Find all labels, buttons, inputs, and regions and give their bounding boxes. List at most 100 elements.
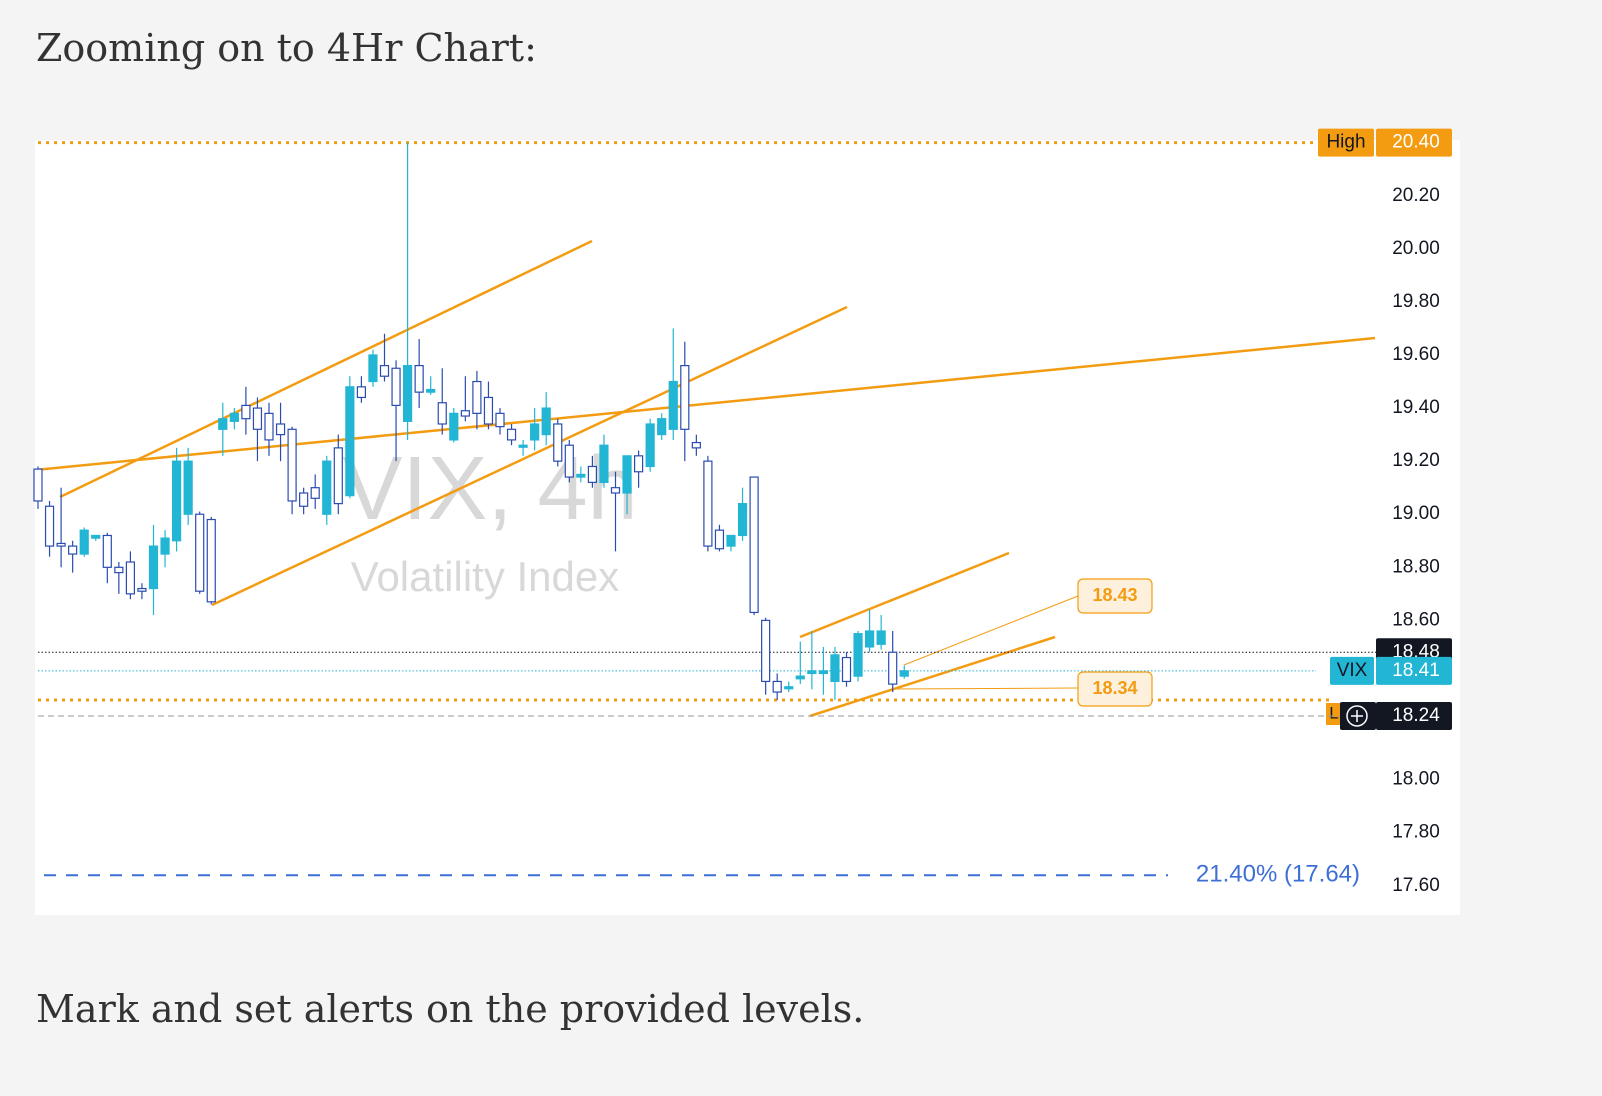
candle-body — [437, 402, 447, 425]
candle-body — [172, 460, 182, 542]
candle-body — [125, 561, 136, 595]
candle-body — [888, 651, 898, 685]
price-tag — [1318, 128, 1374, 157]
candle-body — [137, 587, 147, 592]
candle-body — [241, 404, 251, 420]
candle-body — [460, 410, 470, 417]
candle-body — [229, 412, 239, 422]
chart-background — [35, 140, 1460, 915]
candle-body — [414, 364, 424, 393]
alert-icon — [1346, 705, 1368, 727]
candle-body — [761, 619, 771, 683]
candle-body — [703, 460, 713, 547]
candle-body — [252, 407, 263, 430]
candle-body — [218, 418, 228, 430]
candle-body — [714, 529, 725, 550]
candle-body — [541, 407, 551, 436]
candle-body — [33, 468, 43, 502]
price-badge-text: 20.40 — [1392, 132, 1440, 153]
candle-body — [506, 428, 517, 441]
heading: Zooming on to 4Hr Chart: — [36, 26, 537, 70]
trend-lines — [34, 239, 1376, 718]
candle-body — [426, 388, 436, 393]
candle-body — [183, 460, 193, 515]
candle-body — [576, 473, 586, 478]
candle-body — [68, 545, 78, 555]
price-badge — [1376, 656, 1452, 685]
low-tag — [1326, 703, 1342, 725]
price-badge-text: 18.41 — [1392, 660, 1440, 681]
candle-body — [864, 630, 875, 648]
candle-body — [483, 396, 494, 425]
candle-body — [333, 447, 343, 505]
y-tick-label: 20.00 — [1392, 238, 1440, 259]
candle-body — [657, 418, 667, 436]
candle-body — [899, 670, 909, 677]
y-tick-label: 18.80 — [1392, 556, 1440, 577]
annotation-label: 18.43 — [1092, 585, 1137, 605]
candle-body — [160, 537, 170, 555]
low-tag-text: L — [1329, 703, 1338, 722]
candle-body — [44, 505, 55, 547]
candle-body — [287, 428, 297, 502]
candle-body — [102, 534, 112, 568]
candle-body — [449, 412, 459, 441]
y-tick-label: 19.80 — [1392, 291, 1440, 312]
y-tick-label: 19.00 — [1392, 503, 1440, 524]
alert-icon-plus — [1351, 709, 1363, 722]
y-tick-label: 19.20 — [1392, 450, 1440, 471]
candle-body — [530, 423, 540, 441]
y-tick-label: 18.00 — [1392, 769, 1440, 790]
candle-body — [749, 476, 759, 614]
candle-body — [876, 630, 886, 645]
candle-body — [587, 465, 598, 483]
candle-body — [668, 380, 678, 430]
candle-body — [299, 492, 309, 507]
candle-body — [853, 633, 863, 677]
candle-body — [91, 534, 101, 539]
candle-body — [310, 487, 320, 499]
candle-body — [356, 386, 366, 399]
candle-body — [275, 423, 286, 436]
y-tick-label: 19.40 — [1392, 397, 1440, 418]
price-tag — [1330, 656, 1374, 685]
watermark-subtitle: Volatility Index — [351, 553, 620, 600]
candle-body — [622, 455, 632, 494]
candle-body — [114, 566, 124, 574]
candle-body — [795, 675, 805, 680]
candle-body — [599, 444, 609, 483]
y-tick-label: 20.20 — [1392, 185, 1440, 206]
candle-body — [737, 503, 748, 537]
y-tick-label: 19.60 — [1392, 344, 1440, 365]
candle-body — [772, 680, 782, 693]
watermark: VIX, 4h — [342, 439, 637, 539]
candle-body — [564, 444, 574, 478]
y-tick-label: 17.60 — [1392, 875, 1440, 896]
candle-body — [841, 656, 852, 683]
candle-body — [322, 460, 332, 515]
y-tick-label: 18.60 — [1392, 609, 1440, 630]
candle-body — [610, 487, 621, 494]
candle-body — [403, 364, 413, 422]
candle-body — [645, 423, 655, 468]
caption: Mark and set alerts on the provided leve… — [36, 987, 865, 1031]
y-tick-label: 17.80 — [1392, 822, 1440, 843]
candle-body — [518, 444, 528, 448]
annotation-box — [1077, 578, 1153, 614]
candle-body — [784, 686, 794, 690]
candle-body — [807, 670, 817, 675]
candle-body — [818, 670, 829, 675]
price-tag-text: High — [1326, 132, 1365, 153]
candle-body — [472, 380, 482, 414]
fib-label: 21.40% (17.64) — [1196, 861, 1360, 888]
candle-body — [726, 534, 736, 547]
price-badge-text: 18.24 — [1392, 705, 1440, 726]
candle-body — [368, 354, 378, 383]
annotation-box — [1077, 671, 1153, 707]
candle-body — [345, 386, 355, 497]
candle-body — [691, 441, 701, 449]
candle-body — [195, 513, 205, 592]
candle-body — [553, 423, 563, 462]
